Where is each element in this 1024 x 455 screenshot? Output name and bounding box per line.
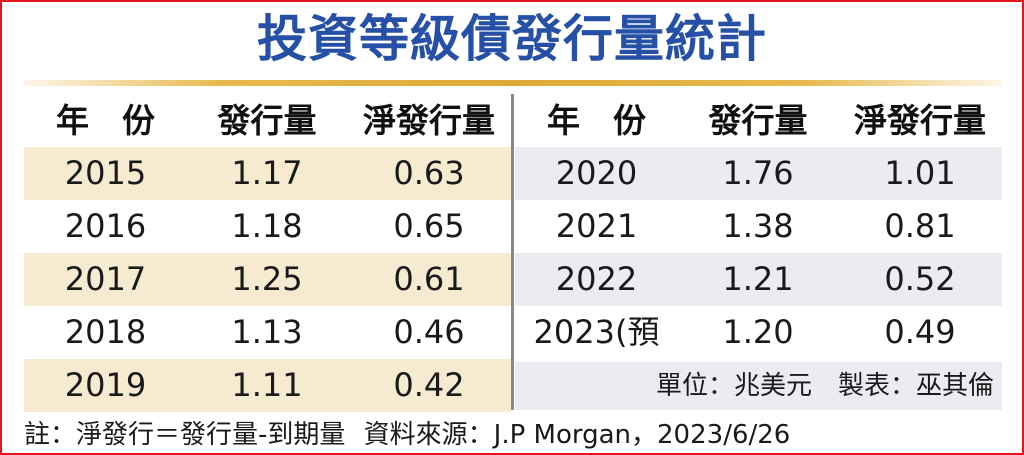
table-header-row: 年 份 發行量 淨發行量 (24, 92, 511, 150)
source-text: 資料來源：J.P Morgan，2023/6/26 (363, 420, 791, 450)
year-cell: 2015 (64, 154, 147, 192)
net-issuance-cell: 1.01 (884, 154, 956, 192)
issuance-cell: 1.17 (231, 154, 303, 192)
table-row: 2022 1.21 0.52 (515, 253, 1002, 306)
header-net-issuance: 淨發行量 (363, 101, 495, 140)
year-cell: 2016 (64, 207, 147, 245)
footnote-text: 註：淨發行＝發行量-到期量 (24, 420, 346, 450)
net-issuance-cell: 0.61 (393, 260, 465, 298)
table-row: 2019 1.11 0.42 (24, 359, 511, 412)
year-cell: 2019 (64, 366, 147, 404)
header-net-issuance: 淨發行量 (854, 101, 986, 140)
issuance-cell: 1.18 (231, 207, 303, 245)
year-cell: 2023(預估) (533, 313, 660, 404)
year-cell: 2017 (64, 260, 147, 298)
table-row: 2018 1.13 0.46 (24, 306, 511, 359)
net-issuance-cell: 0.42 (393, 366, 465, 404)
issuance-cell: 1.38 (722, 207, 794, 245)
issuance-cell: 1.13 (231, 313, 303, 351)
table-row: 2016 1.18 0.65 (24, 200, 511, 253)
table-header-row: 年 份 發行量 淨發行量 (515, 92, 1002, 150)
title-divider (24, 80, 1002, 86)
year-cell: 2020 (555, 154, 638, 192)
table-row: 2021 1.38 0.81 (515, 200, 1002, 253)
year-cell: 2018 (64, 313, 147, 351)
issuance-cell: 1.25 (231, 260, 303, 298)
issuance-cell: 1.76 (722, 154, 794, 192)
issuance-cell: 1.11 (231, 366, 303, 404)
table-row: 2023(預估) 1.20 0.49 (515, 306, 1002, 404)
table-row: 2017 1.25 0.61 (24, 253, 511, 306)
net-issuance-cell: 0.46 (393, 313, 465, 351)
net-issuance-cell: 0.52 (884, 260, 956, 298)
header-year: 年 份 (547, 101, 646, 140)
year-cell: 2022 (555, 260, 638, 298)
header-issuance: 發行量 (217, 101, 317, 140)
net-issuance-cell: 0.81 (884, 207, 956, 245)
year-cell: 2021 (555, 207, 638, 245)
issuance-table: 年 份 發行量 淨發行量 2015 1.17 0.63 2016 1.18 0.… (24, 92, 1002, 412)
header-year: 年 份 (56, 101, 155, 140)
net-issuance-cell: 0.49 (884, 313, 956, 351)
table-row: 2020 1.76 1.01 (515, 147, 1002, 200)
table-row: 2015 1.17 0.63 (24, 147, 511, 200)
table-center-divider (511, 94, 514, 410)
unit-credit-text: 單位：兆美元 製表：巫其倫 (655, 371, 994, 401)
net-issuance-cell: 0.63 (393, 154, 465, 192)
footnote-line: 註：淨發行＝發行量-到期量 資料來源：J.P Morgan，2023/6/26 (24, 418, 800, 452)
issuance-cell: 1.21 (722, 260, 794, 298)
net-issuance-cell: 0.65 (393, 207, 465, 245)
header-issuance: 發行量 (708, 101, 808, 140)
unit-credit-row: 單位：兆美元 製表：巫其倫 (515, 362, 1002, 410)
page-title: 投資等級債發行量統計 (257, 10, 767, 68)
issuance-cell: 1.20 (722, 313, 794, 351)
